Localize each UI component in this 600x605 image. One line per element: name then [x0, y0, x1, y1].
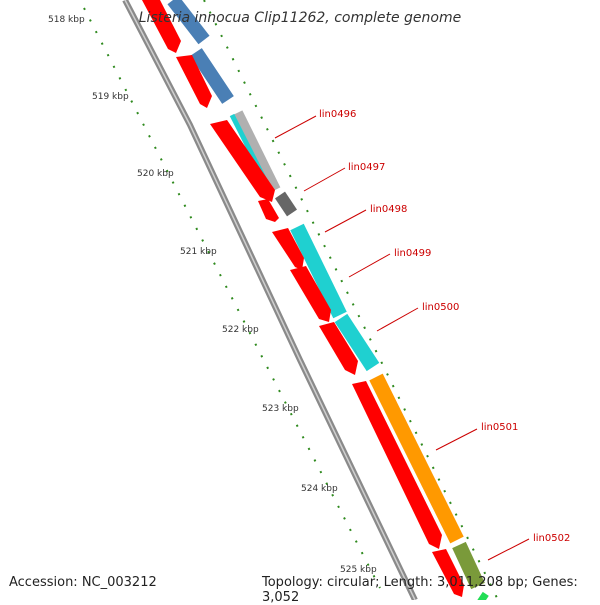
tick-label: 521 kbp [180, 247, 217, 257]
gene-label[interactable]: lin0496 [319, 109, 356, 120]
tick-label: 525 kbp [340, 565, 377, 575]
tick-guides [83, 0, 499, 600]
tick-label: 522 kbp [222, 325, 259, 335]
feature-cyan-1 [290, 223, 347, 319]
gene-label[interactable]: lin0499 [394, 248, 431, 259]
cds-arrow-7 [319, 322, 358, 375]
gene-label[interactable]: lin0498 [370, 204, 407, 215]
cds-arrow-1 [142, 0, 181, 53]
cds-arrow-4 [258, 199, 279, 222]
accession-text: Accession: NC_003212 [9, 575, 157, 590]
feature-blue-2 [190, 48, 234, 104]
cds-arrow-2 [176, 55, 212, 108]
feature-gray [275, 191, 297, 217]
tick-labels: 518 kbp 519 kbp 520 kbp 521 kbp 522 kbp … [48, 15, 377, 575]
feature-green [477, 591, 489, 600]
feature-orange [369, 373, 464, 544]
gene-label[interactable]: lin0501 [481, 422, 518, 433]
cds-arrow-8 [352, 381, 442, 549]
cds-arrow-3 [210, 120, 275, 202]
callout-line [303, 167, 346, 192]
cds-track [142, 0, 464, 597]
gene-callout-lines [274, 115, 530, 561]
cds-arrow-9 [432, 549, 464, 597]
tick-label: 519 kbp [92, 92, 129, 102]
gene-label[interactable]: lin0500 [422, 302, 459, 313]
tick-guide-inner [83, 7, 381, 589]
feature-track-outer [167, 0, 489, 600]
tick-guide-outer [203, 0, 499, 600]
gene-label[interactable]: lin0497 [348, 162, 385, 173]
callout-line [435, 428, 478, 451]
callout-line [274, 115, 317, 139]
tick-label: 518 kbp [48, 15, 85, 25]
map-title: Listeria innocua Clip11262, complete gen… [138, 10, 462, 26]
callout-line [376, 307, 419, 332]
tick-label: 523 kbp [262, 404, 299, 414]
callout-line [487, 538, 530, 561]
cds-arrow-5 [272, 228, 304, 270]
tick-label: 524 kbp [301, 484, 338, 494]
feature-olive [452, 541, 485, 590]
genome-backbone [122, 0, 418, 600]
gene-labels: lin0496 lin0497 lin0498 lin0499 lin0500 … [319, 109, 570, 544]
cds-arrow-6 [290, 266, 331, 322]
callout-line [324, 209, 367, 233]
genome-summary-text: Topology: circular; Length: 3,011,208 bp… [262, 575, 578, 605]
gene-label[interactable]: lin0502 [533, 533, 570, 544]
tick-label: 520 kbp [137, 169, 174, 179]
callout-line [348, 253, 391, 278]
backbone-highlight [124, 0, 416, 600]
feature-lightgray [231, 110, 281, 193]
feature-cyan-2 [334, 313, 380, 372]
feature-blue-1 [167, 0, 210, 45]
